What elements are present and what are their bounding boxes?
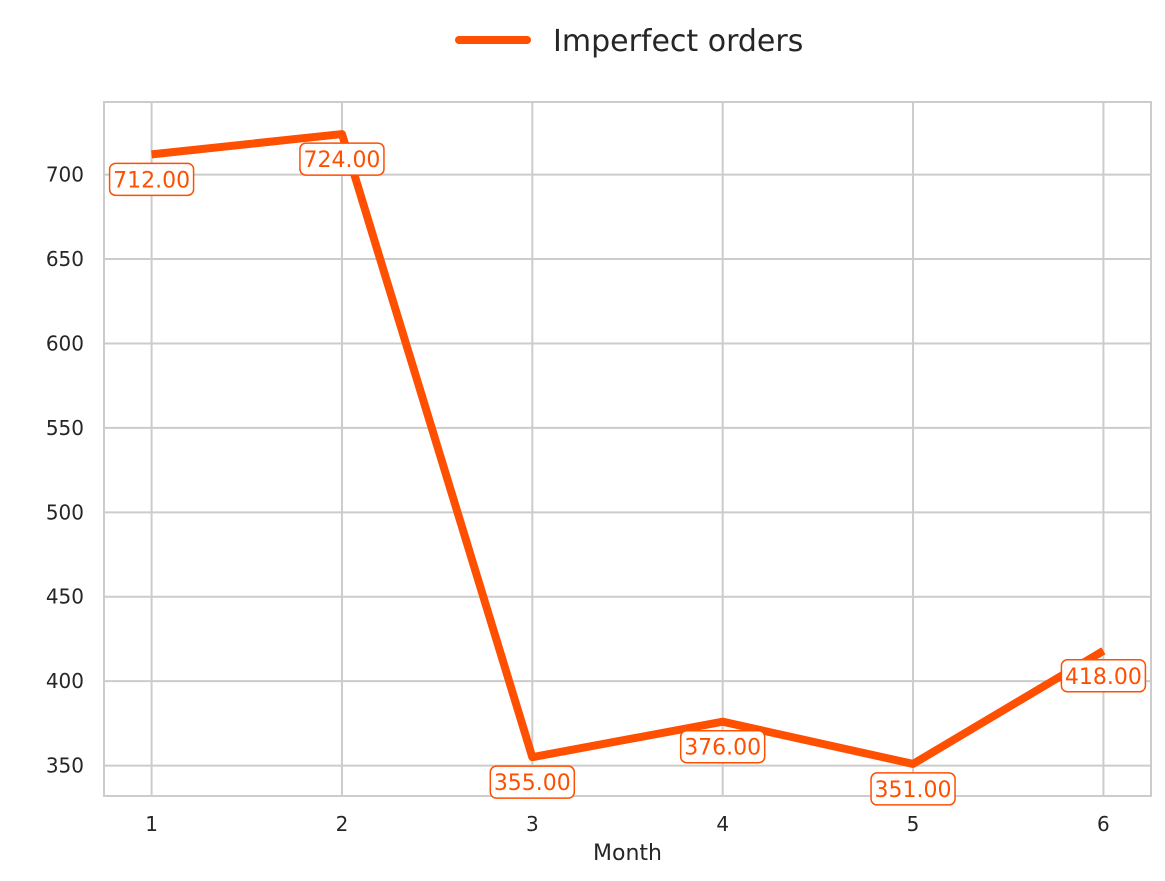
x-tick-label: 5 <box>907 812 920 836</box>
data-label-text: 351.00 <box>875 778 952 803</box>
y-tick-label: 350 <box>46 754 84 778</box>
x-tick-label: 3 <box>526 812 539 836</box>
data-label-box <box>108 162 195 197</box>
x-tick-label: 2 <box>336 812 349 836</box>
y-tick-label: 450 <box>46 585 84 609</box>
y-tick-label: 400 <box>46 669 84 693</box>
plot-area-frame <box>103 101 1152 797</box>
y-tick-label: 600 <box>46 331 84 355</box>
data-label: 724.00 <box>299 142 385 176</box>
data-label-box <box>489 765 576 799</box>
data-labels: 712.00 724.00 355.00 376.00 351.00 418.00 <box>108 142 1147 806</box>
series <box>151 130 1106 768</box>
data-label-text: 418.00 <box>1065 665 1142 690</box>
data-label-box <box>870 772 956 806</box>
data-label: 355.00 <box>489 765 576 799</box>
grid <box>104 102 1151 796</box>
legend: Imperfect orders <box>455 24 803 59</box>
series-line <box>151 130 1106 768</box>
data-label: 712.00 <box>108 162 195 197</box>
data-label-text: 724.00 <box>303 148 380 173</box>
y-tick-label: 650 <box>46 247 84 271</box>
y-tick-label: 500 <box>46 500 84 524</box>
data-label-text: 376.00 <box>684 736 761 761</box>
data-label-box <box>1060 659 1147 693</box>
x-tick-label: 6 <box>1097 812 1110 836</box>
data-label-text: 712.00 <box>113 168 190 193</box>
x-tick-label: 1 <box>145 812 158 836</box>
tick-labels: 1 2 3 4 5 6 350 400 450 500 550 600 650 700 <box>46 163 1110 836</box>
y-tick-label: 700 <box>46 163 84 187</box>
data-label: 351.00 <box>870 772 956 806</box>
data-label: 418.00 <box>1060 659 1147 693</box>
y-tick-label: 550 <box>46 416 84 440</box>
data-label: 376.00 <box>679 729 766 764</box>
x-axis-label: Month <box>593 841 662 866</box>
data-label-text: 355.00 <box>494 771 571 796</box>
data-label-box <box>299 142 385 176</box>
data-label-box <box>679 729 766 764</box>
legend-label: Imperfect orders <box>553 24 803 59</box>
x-tick-label: 4 <box>716 812 729 836</box>
